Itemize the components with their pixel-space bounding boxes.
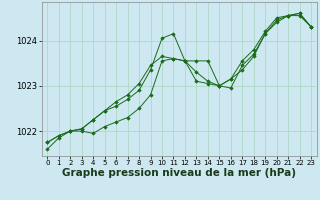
X-axis label: Graphe pression niveau de la mer (hPa): Graphe pression niveau de la mer (hPa) xyxy=(62,168,296,178)
